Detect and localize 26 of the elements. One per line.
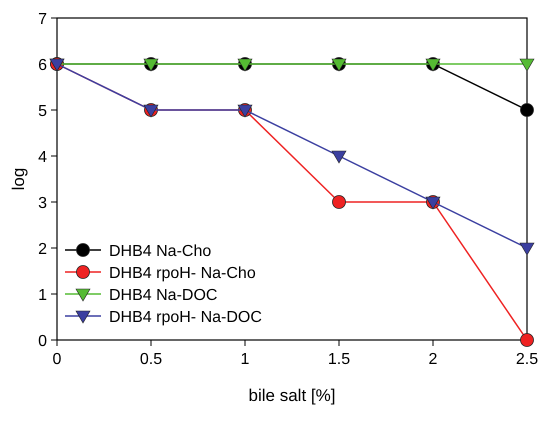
point	[520, 242, 534, 256]
x-tick-label: 1.5	[328, 351, 350, 368]
y-tick-label: 1	[38, 287, 48, 304]
y-tick-label: 7	[38, 11, 48, 28]
y-tick-label: 2	[38, 241, 48, 258]
legend-label: DHB4 rpoH- Na-DOC	[109, 309, 262, 326]
y-tick-label: 4	[38, 149, 48, 166]
point	[520, 58, 534, 72]
x-tick-label: 2	[428, 351, 438, 368]
x-tick-label: 0.5	[140, 351, 162, 368]
y-axis-title: log	[9, 168, 28, 190]
point	[520, 333, 534, 347]
point	[332, 150, 346, 164]
y-tick-label: 6	[38, 57, 48, 74]
x-tick-label: 0	[52, 351, 62, 368]
legend-label: DHB4 Na-Cho	[109, 243, 212, 260]
legend-label: DHB4 rpoH- Na-Cho	[109, 265, 256, 282]
x-tick-label: 1	[240, 351, 250, 368]
y-tick-label: 5	[38, 103, 48, 120]
x-tick-label: 2.5	[516, 351, 538, 368]
y-tick-label: 0	[38, 333, 48, 350]
legend-label: DHB4 Na-DOC	[109, 287, 218, 304]
y-tick-label: 3	[38, 195, 48, 212]
point	[520, 103, 534, 117]
x-axis-title: bile salt [%]	[248, 386, 336, 405]
point	[332, 195, 346, 209]
